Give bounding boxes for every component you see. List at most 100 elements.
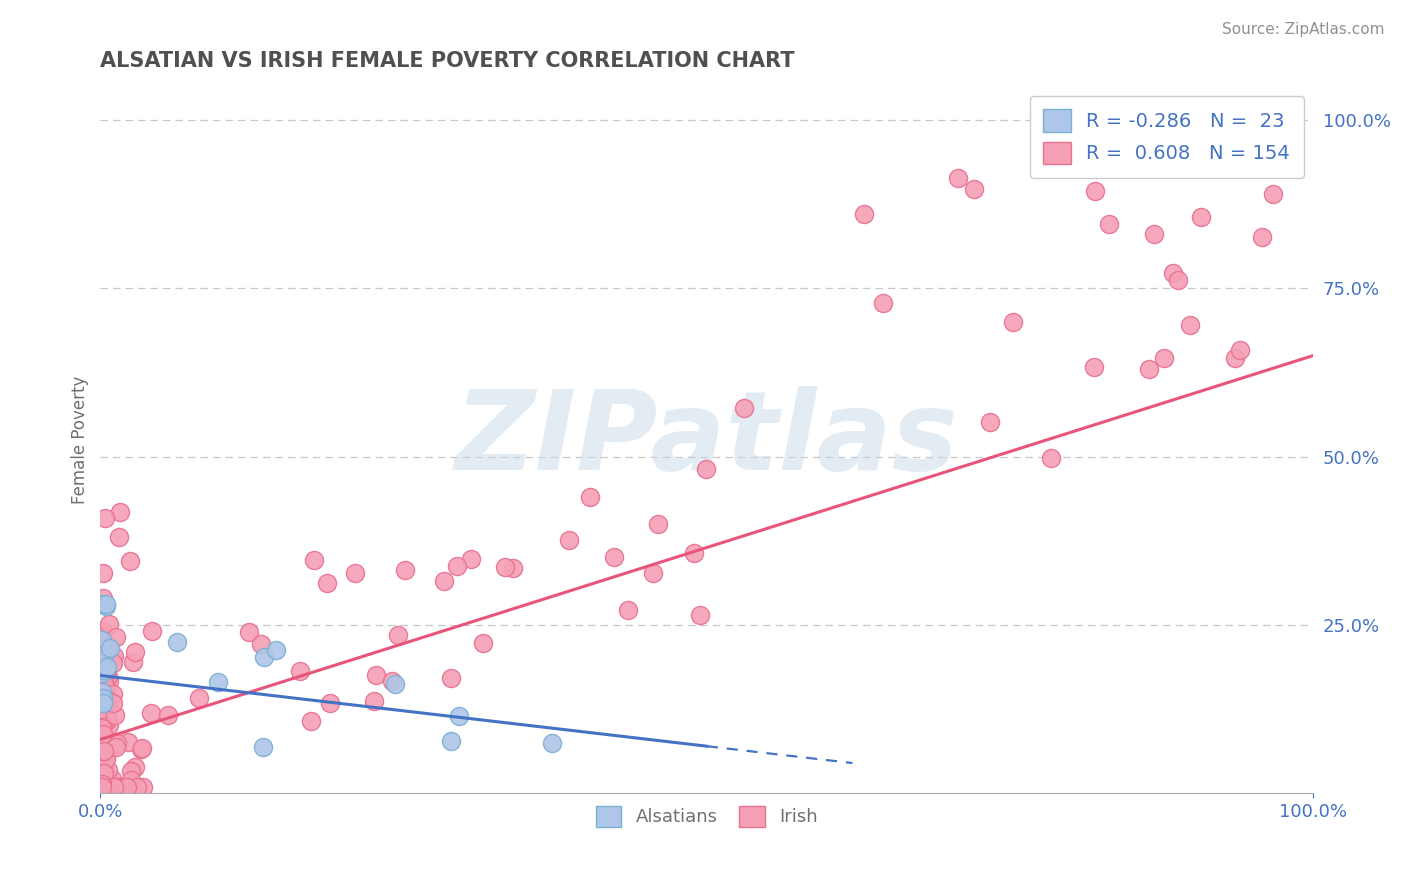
Point	[1163, 267, 1185, 281]
Point	[141, 624, 163, 639]
Point	[264, 643, 287, 657]
Point	[129, 741, 152, 756]
Point	[90, 780, 112, 794]
Point	[90, 777, 112, 791]
Point	[127, 780, 149, 794]
Point	[96, 681, 118, 696]
Point	[93, 744, 115, 758]
Point	[98, 640, 121, 655]
Point	[117, 780, 139, 794]
Point	[90, 704, 112, 718]
Point	[93, 677, 115, 691]
Point	[91, 780, 114, 794]
Point	[91, 696, 114, 710]
Point	[288, 664, 311, 678]
Point	[304, 553, 326, 567]
Point	[695, 462, 717, 476]
Point	[446, 558, 468, 573]
Point	[97, 780, 120, 794]
Point	[852, 207, 875, 221]
Point	[101, 772, 124, 786]
Point	[1166, 273, 1188, 287]
Point	[91, 696, 114, 710]
Point	[93, 760, 115, 774]
Point	[98, 674, 121, 689]
Point	[117, 780, 139, 794]
Point	[494, 559, 516, 574]
Point	[541, 736, 564, 750]
Point	[97, 709, 120, 723]
Point	[90, 780, 112, 794]
Point	[97, 718, 120, 732]
Point	[90, 780, 112, 794]
Point	[103, 780, 125, 794]
Point	[93, 648, 115, 662]
Point	[647, 516, 669, 531]
Point	[394, 563, 416, 577]
Point	[1234, 100, 1257, 114]
Point	[122, 655, 145, 669]
Point	[96, 658, 118, 673]
Point	[1143, 227, 1166, 241]
Point	[91, 624, 114, 638]
Point	[91, 591, 114, 606]
Point	[872, 296, 894, 310]
Text: ALSATIAN VS IRISH FEMALE POVERTY CORRELATION CHART: ALSATIAN VS IRISH FEMALE POVERTY CORRELA…	[100, 51, 794, 70]
Point	[96, 752, 118, 766]
Point	[105, 737, 128, 751]
Point	[249, 637, 271, 651]
Point	[117, 735, 139, 749]
Point	[1137, 362, 1160, 376]
Point	[93, 727, 115, 741]
Point	[90, 712, 112, 726]
Point	[449, 708, 471, 723]
Point	[112, 780, 135, 794]
Point	[139, 706, 162, 721]
Point	[96, 697, 118, 711]
Point	[319, 696, 342, 710]
Point	[315, 575, 337, 590]
Point	[1039, 450, 1062, 465]
Point	[578, 491, 600, 505]
Point	[166, 635, 188, 649]
Point	[558, 533, 581, 547]
Point	[101, 697, 124, 711]
Text: Source: ZipAtlas.com: Source: ZipAtlas.com	[1222, 22, 1385, 37]
Point	[157, 708, 180, 723]
Point	[91, 690, 114, 705]
Point	[366, 667, 388, 681]
Point	[90, 724, 112, 739]
Point	[117, 780, 139, 794]
Point	[1002, 315, 1025, 329]
Point	[90, 665, 112, 680]
Point	[946, 170, 969, 185]
Point	[120, 772, 142, 787]
Point	[98, 780, 121, 794]
Point	[90, 721, 112, 735]
Point	[94, 714, 117, 728]
Point	[979, 415, 1001, 429]
Point	[384, 677, 406, 691]
Point	[299, 714, 322, 728]
Point	[689, 607, 711, 622]
Point	[104, 780, 127, 794]
Point	[381, 673, 404, 688]
Point	[105, 739, 128, 754]
Point	[96, 660, 118, 674]
Point	[101, 780, 124, 794]
Point	[502, 561, 524, 575]
Point	[96, 780, 118, 794]
Point	[101, 657, 124, 671]
Point	[207, 675, 229, 690]
Point	[94, 698, 117, 713]
Point	[91, 764, 114, 779]
Point	[433, 574, 456, 588]
Point	[94, 597, 117, 611]
Point	[110, 780, 132, 794]
Point	[94, 511, 117, 525]
Point	[253, 650, 276, 665]
Point	[93, 765, 115, 780]
Point	[1084, 184, 1107, 198]
Point	[1083, 359, 1105, 374]
Point	[252, 740, 274, 755]
